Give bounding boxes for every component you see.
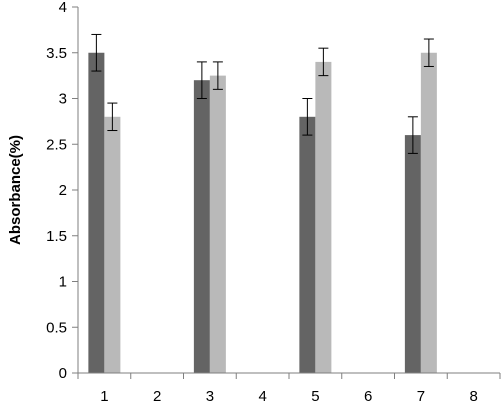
bar-series-1-cat-5 <box>299 116 316 374</box>
y-tick-label: 2.5 <box>46 136 67 153</box>
y-tick-label: 1 <box>59 274 67 291</box>
bars-group <box>88 52 437 374</box>
y-tick-label: 0 <box>59 365 67 382</box>
x-tick-label: 5 <box>311 388 319 405</box>
x-tick-label: 2 <box>153 388 161 405</box>
y-tick-label: 0.5 <box>46 319 67 336</box>
bar-series-2-cat-1 <box>104 116 121 374</box>
y-tick-label: 3.5 <box>46 45 67 62</box>
y-tick-label: 2 <box>59 182 67 199</box>
x-tick-label: 4 <box>258 388 266 405</box>
bar-series-2-cat-7 <box>420 52 437 373</box>
x-tick-label: 7 <box>417 388 425 405</box>
bar-series-1-cat-3 <box>193 80 210 373</box>
y-tick-label: 1.5 <box>46 228 67 245</box>
y-axis-title: Absorbance(%) <box>7 135 24 245</box>
bar-series-1-cat-7 <box>404 135 421 373</box>
x-tick-label: 8 <box>469 388 477 405</box>
x-tick-label: 6 <box>364 388 372 405</box>
x-tick-label: 3 <box>206 388 214 405</box>
bar-series-1-cat-1 <box>88 52 105 373</box>
y-tick-label: 3 <box>59 91 67 108</box>
y-axis-ticks: 0 0.5 1 1.5 2 2.5 3 3.5 4 <box>46 0 78 382</box>
bar-series-2-cat-3 <box>209 75 226 373</box>
x-tick-label: 1 <box>100 388 108 405</box>
y-tick-label: 4 <box>59 0 67 16</box>
bar-series-2-cat-5 <box>315 61 332 374</box>
error-bars-group <box>91 33 434 154</box>
x-axis-ticks: 1 2 3 4 5 6 7 8 <box>77 373 501 405</box>
